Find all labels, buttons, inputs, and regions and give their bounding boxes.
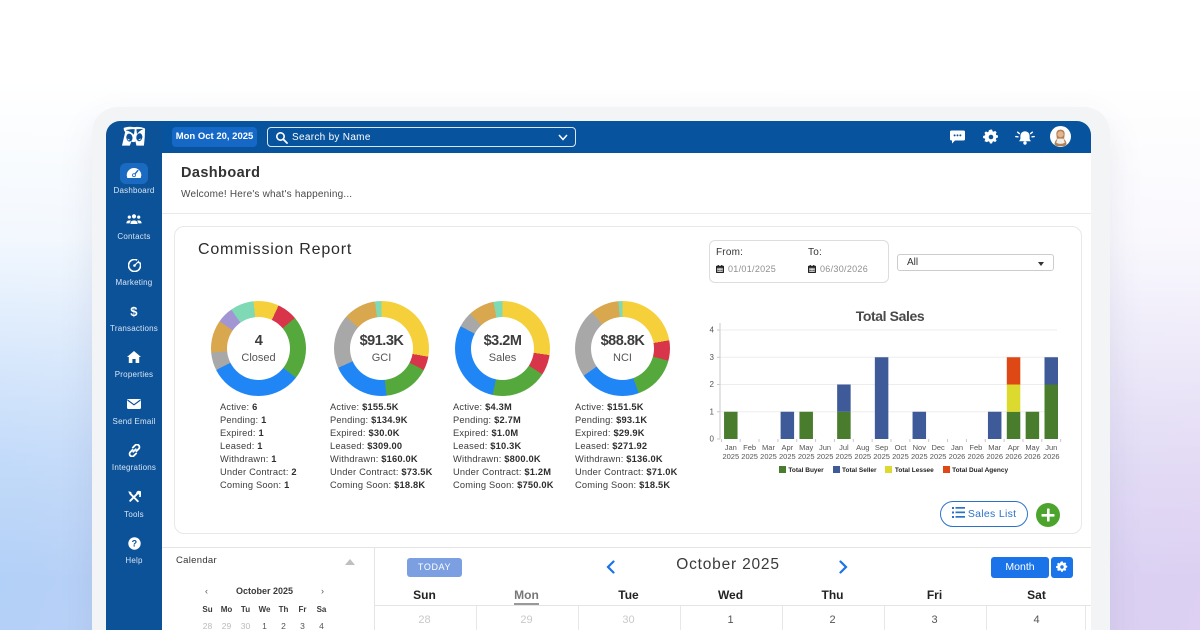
svg-text:Mar: Mar [762,443,775,452]
svg-text:2025: 2025 [892,452,909,461]
svg-text:2026: 2026 [968,452,985,461]
svg-text:2: 2 [710,380,715,389]
svg-text:3: 3 [710,353,715,362]
svg-text:May: May [1025,443,1039,452]
svg-text:Sep: Sep [875,443,888,452]
svg-text:2025: 2025 [873,452,890,461]
svg-text:Jan: Jan [725,443,737,452]
svg-text:4: 4 [710,326,715,335]
svg-text:2025: 2025 [779,452,796,461]
svg-text:Feb: Feb [969,443,982,452]
svg-text:2025: 2025 [911,452,928,461]
svg-text:2026: 2026 [1043,452,1060,461]
svg-text:2025: 2025 [817,452,834,461]
svg-text:Feb: Feb [743,443,756,452]
svg-text:2025: 2025 [854,452,871,461]
svg-text:Mar: Mar [988,443,1001,452]
svg-text:Jul: Jul [839,443,849,452]
svg-text:Jun: Jun [1045,443,1057,452]
svg-text:2025: 2025 [741,452,758,461]
svg-text:2026: 2026 [986,452,1003,461]
svg-text:2026: 2026 [1005,452,1022,461]
svg-text:2026: 2026 [1024,452,1041,461]
svg-text:Dec: Dec [931,443,945,452]
svg-text:2025: 2025 [760,452,777,461]
svg-text:May: May [799,443,813,452]
svg-text:2025: 2025 [722,452,739,461]
svg-text:Apr: Apr [1008,443,1020,452]
svg-text:Jun: Jun [819,443,831,452]
svg-text:2025: 2025 [930,452,947,461]
svg-text:Jan: Jan [951,443,963,452]
svg-text:Nov: Nov [913,443,927,452]
svg-text:Oct: Oct [895,443,908,452]
svg-text:Apr: Apr [782,443,794,452]
svg-text:1: 1 [710,407,715,416]
svg-text:2025: 2025 [798,452,815,461]
svg-text:0: 0 [710,435,715,444]
svg-text:2026: 2026 [949,452,966,461]
svg-text:2025: 2025 [836,452,853,461]
svg-text:Aug: Aug [856,443,869,452]
svg-text:?: ? [131,538,137,548]
